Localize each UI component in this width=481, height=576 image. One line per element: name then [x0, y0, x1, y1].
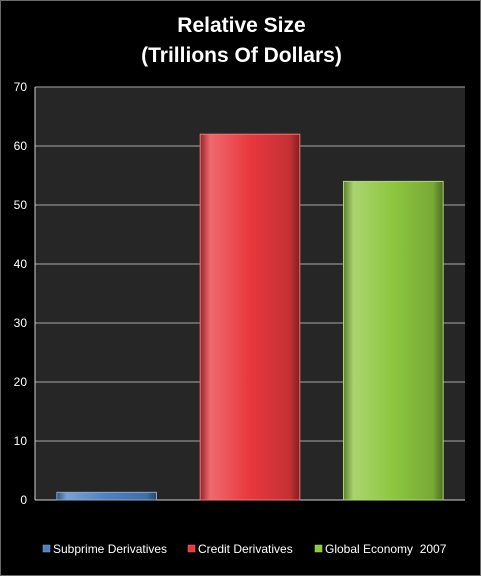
chart-title: Relative Size (Trillions Of Dollars) — [1, 11, 481, 71]
y-tick-label: 30 — [14, 316, 28, 330]
bars — [56, 133, 444, 501]
legend-swatch-0 — [42, 544, 51, 553]
bar-2 — [343, 180, 444, 501]
y-tick-label: 20 — [14, 375, 28, 389]
legend-label-2: Global Economy 2007 — [325, 542, 447, 556]
legend-swatch-1 — [187, 544, 196, 553]
legend: Subprime Derivatives Credit Derivatives Gl… — [42, 542, 447, 556]
chart-title-line1: Relative Size — [177, 14, 306, 37]
y-tick-label: 0 — [20, 493, 27, 507]
y-tick-label: 50 — [14, 198, 28, 212]
legend-label-1: Credit Derivatives — [198, 542, 293, 556]
bar-1 — [199, 133, 301, 501]
y-tick-label: 40 — [14, 257, 28, 271]
bar-0 — [56, 491, 157, 501]
y-tick-label: 60 — [14, 139, 28, 153]
legend-label-0: Subprime Derivatives — [53, 542, 167, 556]
chart-title-line2: (Trillions Of Dollars) — [141, 44, 342, 67]
y-tick-label: 10 — [14, 434, 28, 448]
legend-swatch-2 — [314, 544, 323, 553]
y-tick-label: 70 — [14, 80, 28, 94]
